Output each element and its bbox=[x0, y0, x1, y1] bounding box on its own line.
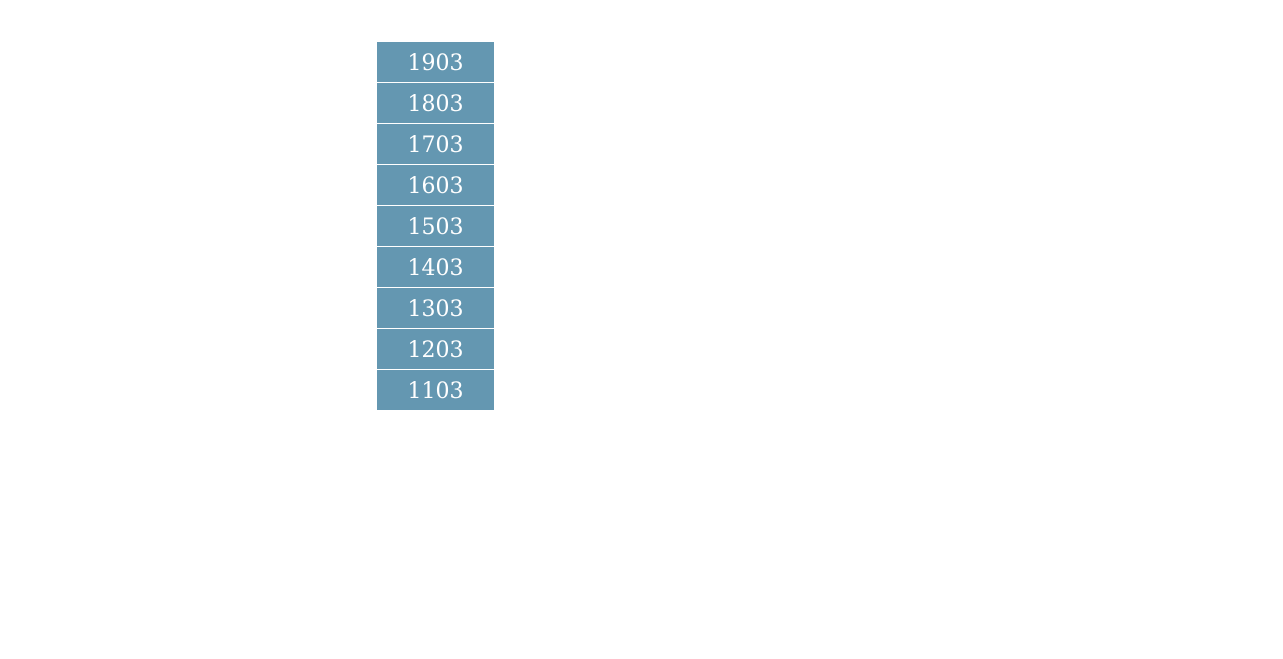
number-list: 1903 1803 1703 1603 1503 1403 1303 1203 … bbox=[377, 42, 494, 411]
list-item[interactable]: 1703 bbox=[377, 124, 494, 164]
list-item[interactable]: 1803 bbox=[377, 83, 494, 123]
list-item[interactable]: 1303 bbox=[377, 288, 494, 328]
list-item[interactable]: 1203 bbox=[377, 329, 494, 369]
list-item[interactable]: 1503 bbox=[377, 206, 494, 246]
list-item[interactable]: 1903 bbox=[377, 42, 494, 82]
list-item[interactable]: 1103 bbox=[377, 370, 494, 410]
list-item[interactable]: 1603 bbox=[377, 165, 494, 205]
list-item[interactable]: 1403 bbox=[377, 247, 494, 287]
